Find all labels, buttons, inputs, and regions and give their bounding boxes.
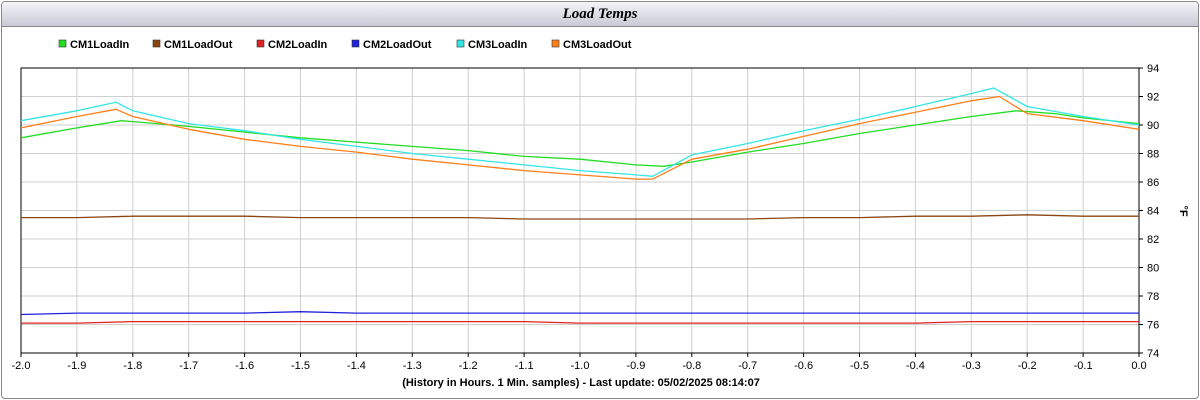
- legend-swatch: [256, 39, 265, 48]
- y-tick-label: 76: [1147, 320, 1159, 332]
- x-tick-label: -0.8: [682, 360, 701, 372]
- x-tick-label: -0.2: [1018, 360, 1037, 372]
- y-tick-label: 88: [1147, 149, 1159, 161]
- legend-item-cm3loadout: CM3LoadOut: [551, 39, 632, 51]
- x-tick-label: -0.7: [738, 360, 757, 372]
- y-tick-label: 90: [1147, 120, 1159, 132]
- x-tick-label: -0.5: [850, 360, 869, 372]
- x-tick-label: -1.6: [235, 360, 254, 372]
- grid: [20, 67, 1140, 354]
- legend-swatch: [58, 39, 67, 48]
- legend-label: CM3LoadIn: [468, 39, 528, 51]
- y-tick-label: 92: [1147, 92, 1159, 104]
- chart-title-bar: Load Temps: [2, 2, 1198, 27]
- legend-label: CM2LoadOut: [363, 39, 432, 51]
- series-line-cm1loadin: [20, 110, 1140, 167]
- legend-label: CM2LoadIn: [268, 39, 328, 51]
- legend-label: CM1LoadOut: [164, 39, 233, 51]
- x-tick-label: -0.4: [906, 360, 925, 372]
- x-tick-label: 0.0: [1131, 360, 1146, 372]
- y-tick-label: 86: [1147, 177, 1159, 189]
- series-line-cm3loadin: [20, 87, 1140, 177]
- y-tick-label: 84: [1147, 206, 1159, 218]
- x-tick-label: -1.8: [123, 360, 142, 372]
- series-line-cm1loadout: [21, 214, 1139, 220]
- legend-item-cm1loadout: CM1LoadOut: [152, 39, 233, 51]
- y-axis-ticks: 74 76 78 80 82 84 86 88 90 92 94: [1139, 63, 1159, 360]
- x-tick-label: -1.3: [403, 360, 422, 372]
- x-tick-label: -0.3: [962, 360, 981, 372]
- x-tick-label: -1.4: [347, 360, 366, 372]
- series-line-cm3loadout: [20, 95, 1140, 180]
- legend-label: CM3LoadOut: [563, 39, 632, 51]
- x-tick-label: -1.0: [571, 360, 590, 372]
- series-line-cm2loadin: [21, 320, 1139, 324]
- legend: CM1LoadIn CM1LoadOut CM2LoadIn CM2LoadOut CM…: [58, 39, 632, 51]
- y-axis-label: °F: [1177, 205, 1189, 216]
- legend-swatch: [456, 39, 465, 48]
- legend-item-cm3loadin: CM3LoadIn: [456, 39, 528, 51]
- x-tick-label: -1.2: [459, 360, 478, 372]
- series-line-cm2loadout: [20, 311, 1139, 316]
- legend-label: CM1LoadIn: [70, 39, 130, 51]
- x-tick-label: -1.7: [179, 360, 198, 372]
- chart-title: Load Temps: [562, 6, 638, 22]
- legend-swatch: [351, 39, 360, 48]
- x-tick-label: -0.1: [1074, 360, 1093, 372]
- x-tick-label: -2.0: [12, 360, 31, 372]
- legend-item-cm2loadin: CM2LoadIn: [256, 39, 328, 51]
- y-tick-label: 78: [1147, 291, 1159, 303]
- y-tick-label: 74: [1147, 348, 1159, 360]
- x-tick-label: -0.9: [626, 360, 645, 372]
- y-tick-label: 80: [1147, 263, 1159, 275]
- x-axis-ticks: -2.0 -1.9 -1.8 -1.7 -1.6 -1.5 -1.4 -1.3 -1.2 -1.1…: [12, 353, 1147, 372]
- series-group: [20, 87, 1140, 324]
- x-tick-label: -1.1: [515, 360, 534, 372]
- legend-item-cm2loadout: CM2LoadOut: [351, 39, 432, 51]
- x-axis-label: (History in Hours. 1 Min. samples) - Las…: [402, 377, 760, 389]
- y-tick-label: 94: [1147, 63, 1159, 75]
- x-tick-label: -1.5: [291, 360, 310, 372]
- x-tick-label: -0.6: [794, 360, 813, 372]
- x-tick-label: -1.9: [67, 360, 86, 372]
- legend-swatch: [152, 39, 161, 48]
- legend-item-cm1loadin: CM1LoadIn: [58, 39, 130, 51]
- y-tick-label: 82: [1147, 234, 1159, 246]
- legend-swatch: [551, 39, 560, 48]
